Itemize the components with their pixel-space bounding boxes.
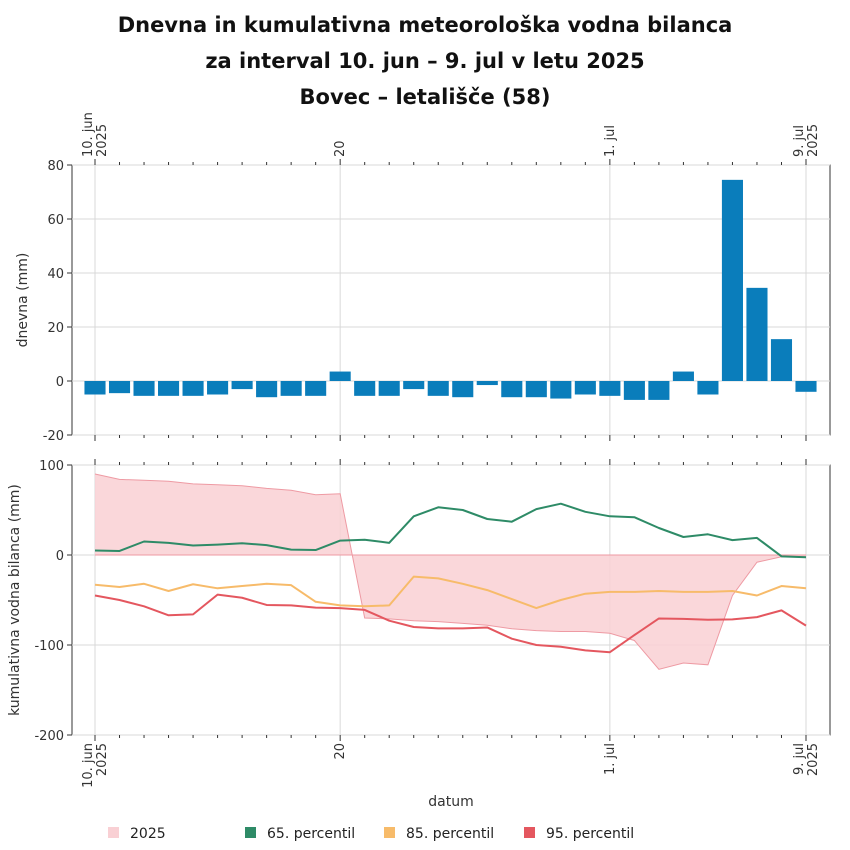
bar [305, 381, 327, 396]
x-axis-label: datum [428, 794, 473, 810]
bar [574, 381, 596, 395]
x-tick-label: 20 [333, 743, 348, 760]
y-tick-label: 40 [47, 267, 64, 282]
bar [354, 381, 376, 396]
x-tick-label: 9. jul [792, 743, 807, 775]
y-axis-label: kumulativna vodna bilanca (mm) [7, 484, 23, 716]
y-axis-label: dnevna (mm) [15, 253, 31, 348]
bar [672, 371, 694, 381]
bar [697, 381, 719, 395]
x-tick-label: 2025 [95, 124, 110, 157]
legend-swatch [245, 827, 256, 838]
bar [427, 381, 449, 396]
bar [476, 381, 498, 386]
y-tick-label: -100 [34, 639, 64, 654]
legend: 2025 65. percentil 85. percentil 95. percen… [108, 826, 634, 842]
chart-title-line: za interval 10. jun – 9. jul v letu 2025 [205, 49, 644, 73]
x-tick-label: 20 [333, 140, 348, 157]
bar [746, 287, 768, 381]
legend-label: 85. percentil [406, 826, 494, 842]
bar [795, 381, 817, 392]
y-tick-label: 80 [47, 159, 64, 174]
chart-title-line: Bovec – letališče (58) [300, 85, 551, 109]
bar [770, 339, 793, 381]
bar [501, 381, 523, 398]
x-axis-label-group: datum [428, 794, 473, 810]
bar [256, 381, 278, 398]
chart-title-line: Dnevna in kumulativna meteorološka vodna… [118, 13, 733, 37]
y-tick-label: -20 [43, 429, 64, 444]
cumulative-balance-panel: -200 -100 0 100 kumulativna vodna bilanca (m… [7, 459, 831, 788]
bar [721, 179, 743, 381]
series-2025-outline [94, 473, 806, 670]
bar [452, 381, 474, 398]
bar [280, 381, 302, 396]
legend-label: 2025 [130, 826, 166, 842]
bar [207, 381, 229, 395]
legend-swatch [384, 827, 395, 838]
legend-label: 95. percentil [546, 826, 634, 842]
y-tick-label: 60 [47, 213, 64, 228]
y-tick-label: 0 [56, 549, 64, 564]
y-tick-label: 100 [39, 459, 64, 474]
bar [403, 381, 425, 390]
legend-swatch [524, 827, 535, 838]
x-tick-label: 10. jun [81, 743, 96, 788]
x-tick-label: 10. jun [81, 112, 96, 157]
series-p95-line [94, 593, 807, 654]
x-tick-label: 9. jul [792, 125, 807, 157]
bar [623, 381, 645, 400]
bar [525, 381, 547, 398]
bar [231, 381, 253, 390]
bar [378, 381, 400, 396]
legend-label: 65. percentil [267, 826, 355, 842]
bar [599, 381, 621, 396]
bar [133, 381, 155, 396]
y-tick-label: 20 [47, 321, 64, 336]
series-2025-area [95, 474, 806, 670]
bar [84, 381, 106, 395]
bar [108, 381, 131, 394]
chart-title: Dnevna in kumulativna meteorološka vodna… [118, 13, 733, 109]
bar [158, 381, 180, 396]
x-tick-label: 2025 [806, 743, 821, 776]
bar [182, 381, 204, 396]
bar [648, 381, 670, 400]
x-tick-label: 1. jul [603, 743, 618, 775]
x-tick-label: 1. jul [603, 125, 618, 157]
bar [329, 371, 351, 381]
y-tick-label: -200 [34, 729, 64, 744]
bar [550, 381, 572, 399]
series-p65-line [94, 502, 807, 559]
x-tick-label: 2025 [806, 124, 821, 157]
legend-swatch [108, 827, 119, 838]
series-p85-line [94, 575, 807, 610]
y-tick-label: 0 [56, 375, 64, 390]
x-tick-label: 2025 [95, 743, 110, 776]
